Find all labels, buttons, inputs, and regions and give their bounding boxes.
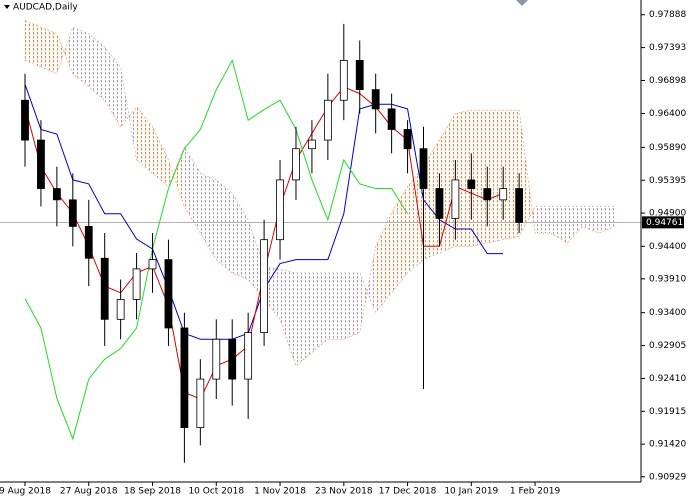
- cloud-segment: [72, 27, 89, 87]
- candle-body: [515, 188, 524, 223]
- y-tick-label: 0.94900: [649, 209, 686, 219]
- cloud-segment: [423, 140, 440, 260]
- cloud-segment: [88, 33, 105, 101]
- y-tick-label: 0.97888: [649, 10, 686, 20]
- candle-body: [148, 259, 157, 270]
- cloud-segment: [104, 47, 121, 127]
- cloud-segment: [264, 266, 281, 320]
- y-tick-label: 0.97393: [649, 43, 686, 53]
- cloud-segment: [551, 206, 567, 243]
- cloud-segment: [503, 110, 520, 240]
- candle-body: [212, 338, 221, 380]
- y-tick-label: 0.91915: [649, 407, 686, 417]
- x-tick-label: 1 Feb 2019: [510, 487, 561, 497]
- cloud-segment: [327, 272, 344, 340]
- cloud-segment: [311, 272, 328, 353]
- cloud-segment: [455, 110, 472, 247]
- x-tick-label: 17 Dec 2018: [379, 487, 437, 497]
- candle-body: [483, 188, 492, 201]
- y-tick-label: 0.95395: [649, 176, 686, 186]
- candle-body: [84, 225, 93, 259]
- candle-body: [228, 338, 237, 380]
- plot-layer: [0, 20, 641, 463]
- cloud-segment: [582, 206, 599, 234]
- candle-body: [276, 179, 284, 241]
- candle-body: [100, 257, 109, 320]
- candle-body: [499, 188, 508, 201]
- candle-body: [451, 179, 460, 219]
- candle-body: [339, 60, 348, 101]
- y-tick-label: 0.94400: [649, 242, 686, 252]
- x-tick-label: 10 Oct 2018: [188, 487, 244, 497]
- y-tick-label: 0.93910: [649, 274, 686, 284]
- cloud-segment: [184, 146, 201, 234]
- cloud-segment: [566, 206, 583, 243]
- x-tick-label: 9 Aug 2018: [0, 487, 51, 497]
- cloud-segment: [471, 110, 488, 247]
- y-tick-label: 0.96898: [649, 76, 686, 86]
- y-tick-label: 0.93400: [649, 308, 686, 318]
- cloud-segment: [280, 269, 296, 366]
- candle-body: [21, 99, 29, 141]
- last-price-box: [642, 216, 684, 229]
- y-tick-label: 0.95890: [649, 143, 686, 153]
- candle-body: [435, 188, 444, 219]
- candle-body: [116, 299, 125, 320]
- cloud-segment: [295, 272, 312, 366]
- candle-body: [244, 332, 253, 380]
- cloud-segment: [487, 110, 504, 243]
- candle-body: [467, 179, 476, 189]
- cloud-segment: [200, 173, 217, 260]
- x-tick-label: 1 Nov 2018: [254, 487, 306, 497]
- candle-body: [180, 327, 189, 428]
- cloud-segment: [598, 206, 615, 234]
- candle-body: [355, 60, 364, 91]
- cloud-segment: [391, 186, 408, 293]
- candle-body: [37, 139, 45, 189]
- y-tick-label: 0.92905: [649, 341, 686, 351]
- cloud-segment: [168, 146, 185, 207]
- cloud-segment: [407, 166, 424, 273]
- candle-body: [68, 199, 77, 227]
- cloud-segment: [152, 126, 169, 187]
- candle-body: [323, 99, 332, 141]
- cloud-segment: [40, 27, 57, 74]
- candle-body: [260, 239, 269, 334]
- cloud-segment: [232, 193, 249, 280]
- y-tick-label: 0.92410: [649, 374, 686, 384]
- x-tick-label: 23 Nov 2018: [315, 487, 373, 497]
- candle-body: [403, 129, 412, 150]
- cloud-segment: [56, 27, 73, 74]
- y-tick-label: 0.96400: [649, 109, 686, 119]
- last-price-label: 0.94761: [646, 218, 683, 228]
- indicator-line: [24, 59, 408, 441]
- cloud-segment: [25, 20, 41, 68]
- candle-body: [387, 108, 396, 130]
- y-tick-label: 0.91420: [649, 440, 686, 450]
- cloud-segment: [535, 206, 552, 234]
- candle-body: [132, 268, 141, 300]
- candle-body: [52, 188, 61, 201]
- candle-body: [196, 378, 205, 428]
- title-marker: [4, 5, 10, 9]
- cloud-segment: [343, 272, 360, 340]
- candle-body: [371, 89, 380, 110]
- chart-title: AUDCAD,Daily: [13, 3, 78, 13]
- cloud-segment: [216, 179, 233, 273]
- cloud-segment: [248, 219, 265, 300]
- candle-body: [292, 148, 300, 181]
- y-tick-label: 0.90929: [649, 472, 686, 482]
- x-tick-label: 18 Sep 2018: [124, 487, 181, 497]
- cloud-segment: [439, 113, 456, 253]
- x-tick-label: 27 Aug 2018: [60, 487, 118, 497]
- candle-body: [164, 259, 173, 329]
- cloud-segment: [375, 213, 392, 313]
- candle-body: [419, 148, 428, 189]
- candle-body: [308, 139, 316, 150]
- x-tick-label: 10 Jan 2019: [444, 487, 498, 497]
- shift-marker: [516, 0, 528, 6]
- cloud-segment: [136, 106, 153, 174]
